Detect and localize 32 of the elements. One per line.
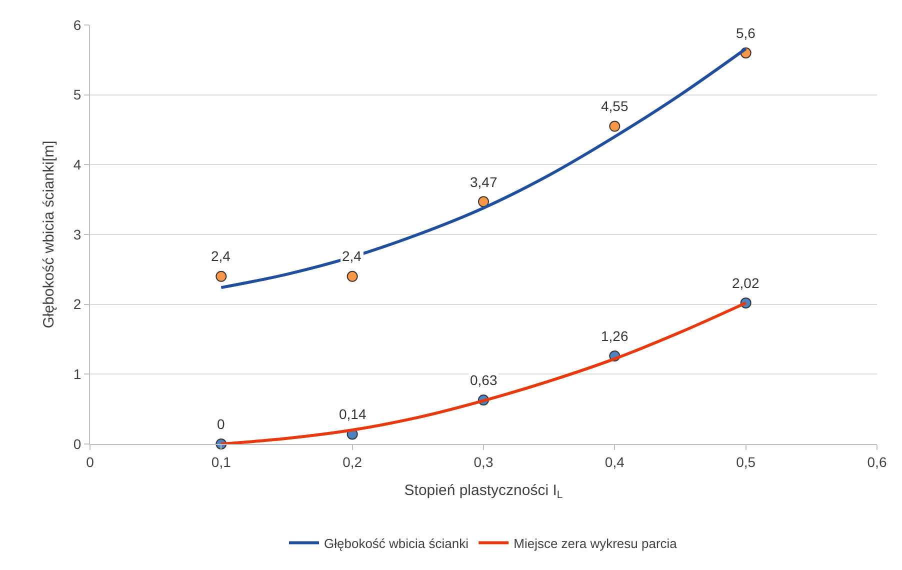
point	[478, 196, 489, 208]
x-axis-title: Stopień plastyczności I$_{L}$	[404, 482, 563, 501]
point	[346, 270, 358, 282]
y-tick-label: 2	[73, 296, 82, 312]
data-label: 0,14	[339, 406, 366, 422]
data-label: 5,6	[736, 25, 756, 41]
y-tick-label: 6	[73, 16, 82, 33]
x-tick-label: 0,4	[604, 454, 625, 470]
x-tick-label: 0,5	[736, 454, 756, 470]
y-axis-title: Głębokość wbicia ścianki[m]	[40, 140, 58, 328]
legend-label: Miejsce zera wykresu parcia	[514, 536, 678, 551]
data-label: 2,4	[211, 248, 231, 264]
x-tick-label: 0,2	[342, 454, 362, 470]
x-tick-label: 0,6	[867, 454, 887, 470]
data-label: 0	[217, 416, 225, 432]
x-tick-label: 0,3	[474, 454, 494, 470]
y-tick-label: 3	[73, 226, 82, 242]
data-label: 2,02	[732, 275, 760, 291]
data-label: 0,63	[470, 372, 498, 388]
data-label: 2,4	[342, 248, 362, 264]
data-label: 1,26	[601, 328, 628, 344]
data-label: 4,55	[601, 98, 628, 114]
point	[216, 270, 227, 282]
data-label: 3,47	[470, 174, 498, 190]
y-tick-label: 1	[73, 366, 82, 382]
y-tick-label: 4	[73, 156, 82, 173]
x-tick-label: 0,1	[211, 454, 232, 470]
y-tick-label: 5	[73, 86, 82, 103]
x-tick-label: 0	[86, 454, 94, 470]
y-tick-label: 0	[73, 436, 82, 452]
legend-label: Głębokość wbicia ścianki	[324, 536, 469, 551]
point	[609, 120, 620, 132]
